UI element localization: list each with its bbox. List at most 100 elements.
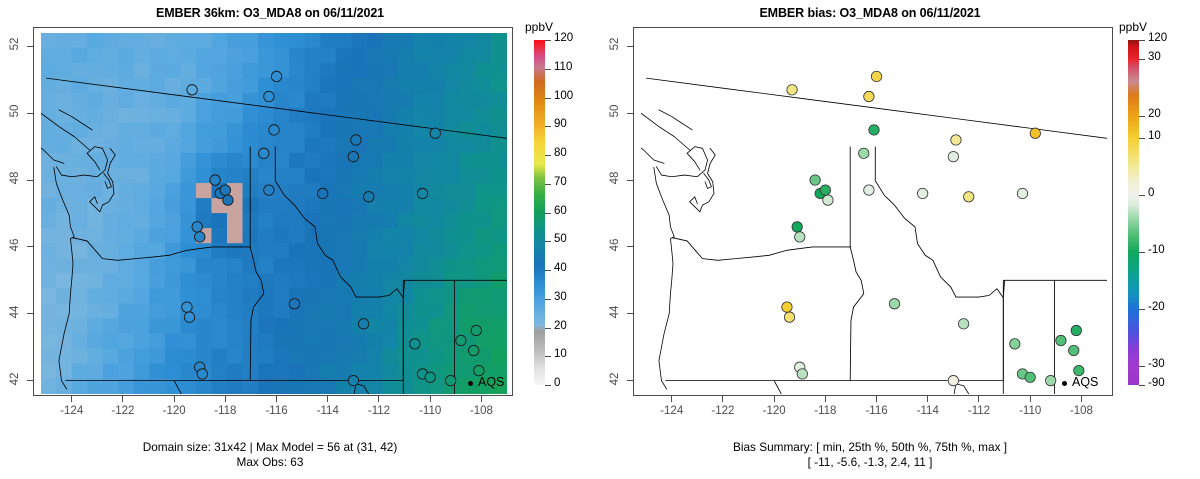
colorbar-tick — [545, 241, 551, 243]
raster-cell — [180, 258, 197, 275]
raster-cell — [475, 228, 492, 244]
aqs-legend-label: AQS — [478, 375, 505, 389]
raster-cell — [382, 363, 399, 380]
raster-cell — [242, 228, 259, 244]
raster-cell — [242, 378, 259, 394]
model-station-marker — [209, 174, 221, 186]
coastline — [103, 172, 112, 189]
raster-cell — [304, 378, 321, 394]
raster-cell — [289, 228, 306, 244]
raster-cell — [289, 167, 306, 184]
raster-cell — [227, 137, 244, 154]
raster-cell — [413, 243, 430, 260]
colorbar-tick — [1139, 366, 1145, 368]
raster-cell — [273, 303, 290, 320]
raster-cell — [242, 62, 259, 79]
model-station-marker — [424, 371, 436, 383]
raster-cell — [366, 47, 384, 64]
raster-cell — [211, 243, 228, 260]
colorbar-tick — [1139, 252, 1145, 254]
y-tick — [27, 45, 33, 47]
raster-cell — [335, 198, 353, 214]
raster-cell — [133, 213, 151, 229]
raster-cell — [211, 228, 228, 244]
raster-cell — [118, 152, 135, 169]
raster-cell — [304, 92, 321, 109]
raster-cell — [366, 258, 384, 275]
x-tick-label: -118 — [214, 405, 237, 417]
raster-cell — [41, 333, 57, 350]
raster-cell — [164, 167, 182, 184]
raster-cell — [304, 167, 321, 184]
raster-cell — [335, 47, 353, 64]
raster-cell — [413, 213, 430, 229]
colorbar-tick — [1139, 115, 1145, 117]
model-station-marker — [222, 194, 234, 206]
raster-cell — [382, 62, 399, 79]
raster-cell — [195, 167, 213, 184]
y-tick — [627, 246, 633, 248]
raster-cell — [397, 363, 415, 380]
raster-cell — [366, 137, 384, 154]
raster-cell — [87, 363, 104, 380]
x-tick — [722, 396, 724, 402]
raster-cell — [397, 107, 415, 124]
y-tick — [27, 112, 33, 114]
raster-cell — [491, 47, 507, 64]
raster-cell — [491, 258, 507, 275]
raster-cell — [382, 318, 399, 335]
raster-cell — [397, 137, 415, 154]
raster-cell — [273, 333, 290, 350]
raster-cell — [71, 363, 88, 380]
raster-cell — [149, 243, 166, 260]
raster-cell — [397, 228, 415, 244]
colorbar-tick-label: 30 — [1148, 50, 1161, 63]
raster-cell — [180, 167, 197, 184]
raster-cell — [320, 137, 337, 154]
x-tick — [978, 396, 980, 402]
raster-cell — [195, 122, 213, 139]
x-tick-label: -120 — [762, 405, 786, 417]
y-tick — [27, 246, 33, 248]
raster-cell — [41, 213, 57, 229]
raster-cell — [164, 333, 182, 350]
raster-cell — [304, 107, 321, 124]
raster-cell — [475, 92, 492, 109]
raster-cell — [273, 258, 290, 275]
raster-cell — [195, 288, 213, 305]
x-tick — [122, 396, 124, 402]
raster-cell — [227, 122, 244, 139]
raster-cell — [242, 122, 259, 139]
raster-cell — [335, 378, 353, 394]
raster-cell — [320, 378, 337, 394]
raster-cell — [56, 152, 73, 169]
raster-cell — [366, 167, 384, 184]
raster-cell — [444, 213, 461, 229]
raster-cell — [475, 333, 492, 350]
raster-cell — [56, 33, 73, 49]
colorbar-tick — [545, 212, 551, 214]
raster-cell — [366, 198, 384, 214]
colorbar-tick-label: -30 — [1148, 358, 1165, 371]
state-border — [671, 237, 851, 261]
raster-cell — [195, 318, 213, 335]
raster-cell — [227, 318, 244, 335]
raster-cell — [304, 243, 321, 260]
model-caption-line2: Max Obs: 63 — [236, 455, 304, 469]
raster-cell — [413, 107, 430, 124]
colorbar-tick — [545, 68, 551, 70]
raster-cell — [304, 288, 321, 305]
raster-cell — [491, 378, 507, 394]
y-tick — [27, 313, 33, 315]
raster-cell — [382, 243, 399, 260]
raster-cell — [180, 273, 197, 290]
coastline — [655, 146, 708, 178]
raster-cell — [56, 122, 73, 139]
raster-cell — [164, 303, 182, 320]
raster-cell — [289, 318, 306, 335]
raster-cell — [289, 258, 306, 275]
raster-cell — [56, 213, 73, 229]
raster-cell — [289, 77, 306, 94]
raster-cell — [87, 273, 104, 290]
raster-cell — [164, 122, 182, 139]
